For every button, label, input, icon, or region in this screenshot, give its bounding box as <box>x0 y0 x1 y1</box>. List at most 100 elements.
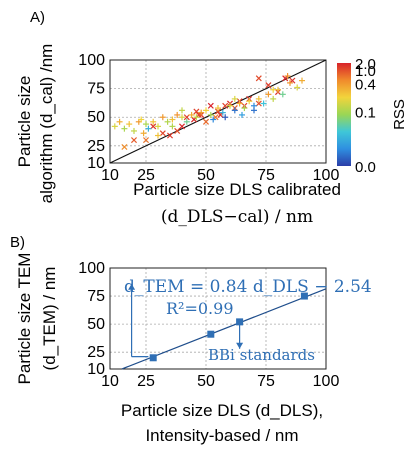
panel-a-label: A) <box>30 9 45 26</box>
data-point-plus <box>251 107 257 114</box>
data-point-plus <box>145 125 152 132</box>
panel-b-xlabel-line1: Particle size DLS (d_DLS), <box>121 401 323 420</box>
data-point-plus <box>121 125 128 132</box>
data-point-x <box>222 102 229 109</box>
data-point-plus <box>159 114 166 121</box>
panel-a-ylabel-line2: algorithm (d_cal) /nm <box>37 44 56 204</box>
panel-a-ylabel-line1: Particle size <box>15 76 34 168</box>
data-point-x <box>174 127 181 134</box>
y-tick-label: 75 <box>87 288 105 305</box>
panel-b-label: B) <box>10 234 25 251</box>
colorbar-gradient <box>337 63 351 166</box>
y-tick-label: 50 <box>87 109 105 126</box>
data-point-x <box>255 100 262 107</box>
colorbar-tick-label: 0.0 <box>355 159 376 176</box>
data-point-plus <box>215 105 221 112</box>
data-point-x <box>130 137 138 144</box>
x-tick-label: 25 <box>137 167 155 184</box>
bbi-standards-label: BBi standards <box>208 346 315 364</box>
data-point-x <box>166 132 174 139</box>
data-point-plus <box>138 116 145 123</box>
panel-b-xlabel-line2: Intensity-based / nm <box>145 426 298 445</box>
data-point-plus <box>116 118 123 125</box>
data-point-plus <box>231 95 238 102</box>
y-tick-label: 75 <box>87 81 105 98</box>
data-point-plus <box>193 114 200 121</box>
colorbar-tick-label: 0.1 <box>355 104 376 121</box>
panel-b-ylabel-line1: Particle size TEM <box>15 253 34 385</box>
data-point-x <box>121 143 128 151</box>
data-point-plus <box>270 86 277 93</box>
data-point-plus <box>279 91 286 98</box>
data-point-x <box>183 114 190 121</box>
y-tick-label: 10 <box>87 361 105 378</box>
colorbar-tick-label: 2.0 <box>355 56 376 73</box>
fit-r-squared: R²=0.99 <box>166 299 234 318</box>
data-point-x <box>150 123 157 130</box>
data-point-plus <box>265 91 272 98</box>
plot-frame <box>109 267 327 370</box>
data-point-plus <box>255 95 262 102</box>
data-point-plus <box>140 130 147 137</box>
data-point-plus <box>287 79 293 86</box>
data-point-x <box>178 123 186 130</box>
data-point-plus <box>294 84 301 91</box>
data-point-plus <box>179 107 185 114</box>
data-point-x <box>255 75 262 82</box>
x-tick-label: 100 <box>313 373 340 390</box>
data-point-plus <box>169 123 176 130</box>
data-point-plus <box>299 77 305 84</box>
data-point-x <box>202 118 210 125</box>
x-tick-label: 25 <box>137 373 155 390</box>
panel-b-xlabel: Particle size DLS (d_DLS), Intensity-base… <box>121 401 323 445</box>
panel-a-xlabel-line2: (d_DLS−cal) / nm <box>161 207 313 227</box>
data-point-square <box>149 354 157 362</box>
y-tick-label: 25 <box>87 344 105 361</box>
data-point-plus <box>222 114 229 121</box>
x-tick-label: 10 <box>101 167 119 184</box>
data-point-x <box>214 108 222 115</box>
y-tick-label: 100 <box>78 52 105 69</box>
x-tick-label: 50 <box>197 373 215 390</box>
data-point-plus <box>270 95 277 102</box>
plot-frame <box>109 59 327 164</box>
data-point-plus <box>111 123 118 130</box>
data-point-plus <box>126 121 133 128</box>
data-point-plus <box>284 73 291 80</box>
panel-a-ylabel: Particle size algorithm (d_cal) /nm <box>15 44 56 204</box>
rss-colorbar: 2.01.00.4 0.1 0.0 RSS <box>337 56 408 176</box>
arrow-head-up <box>128 283 136 290</box>
data-point-plus <box>207 111 214 118</box>
y-tick-label: 50 <box>87 316 105 333</box>
panel-b-ylabel: Particle size TEM (d_TEM) / nm <box>15 253 59 385</box>
y-tick-label: 100 <box>78 260 105 277</box>
data-point-plus <box>219 109 226 116</box>
panel-b-ylabel-line2: (d_TEM) / nm <box>40 267 59 371</box>
x-tick-label: 10 <box>101 373 119 390</box>
y-tick-label: 25 <box>87 138 105 155</box>
data-point-x <box>142 137 150 144</box>
data-point-plus <box>155 123 161 130</box>
x-tick-label: 50 <box>197 167 215 184</box>
data-point-x <box>159 130 166 137</box>
data-point-plus <box>179 114 185 121</box>
data-point-plus <box>239 111 245 118</box>
data-point-x <box>207 102 214 109</box>
data-point-plus <box>227 102 233 109</box>
x-tick-label: 100 <box>313 167 340 184</box>
data-point-plus <box>231 107 238 114</box>
x-tick-label: 75 <box>257 167 275 184</box>
data-point-plus <box>164 118 171 125</box>
data-point-x <box>265 82 272 89</box>
data-point-plus <box>198 109 205 116</box>
arrow-head-down <box>236 342 244 349</box>
data-point-plus <box>169 116 176 123</box>
panel-a-xlabel-line1: Particle size DLS calibrated <box>133 180 341 199</box>
colorbar-label: RSS <box>391 99 408 130</box>
data-point-square <box>300 292 308 300</box>
